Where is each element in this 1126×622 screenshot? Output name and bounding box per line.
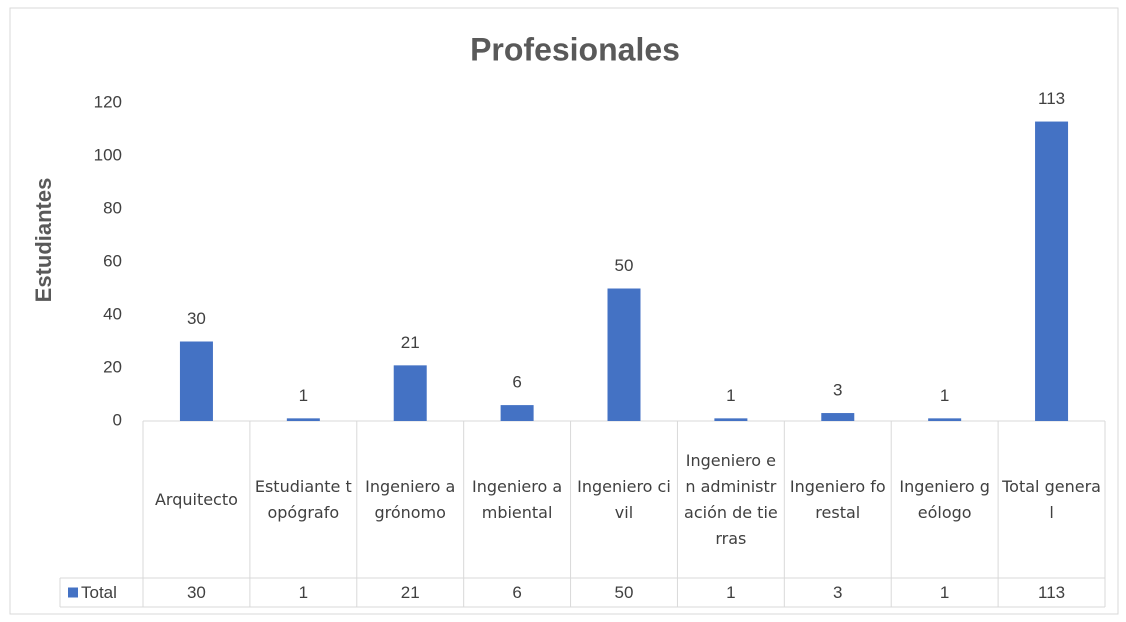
data-label: 30 xyxy=(187,309,206,328)
x-tick-label: Ingeniero en administración de tierras xyxy=(684,450,778,548)
legend-label: Total xyxy=(81,583,117,602)
data-label: 21 xyxy=(401,333,420,352)
bar xyxy=(607,288,641,421)
bar xyxy=(1035,121,1069,422)
category-cell: Ingeniero forestal xyxy=(789,476,886,522)
y-tick-label: 120 xyxy=(94,92,122,111)
bar xyxy=(393,365,427,421)
data-label: 1 xyxy=(726,386,735,405)
x-tick-label: Ingeniero geólogo xyxy=(899,476,990,522)
data-label: 1 xyxy=(299,386,308,405)
bar xyxy=(928,418,962,421)
table-value: 1 xyxy=(940,583,949,602)
category-cell: Ingeniero ambiental xyxy=(471,476,563,522)
x-tick-label: Arquitecto xyxy=(154,489,238,509)
category-cell: Ingeniero en administración de tierras xyxy=(684,450,778,548)
table-value: 21 xyxy=(401,583,420,602)
y-tick-label: 40 xyxy=(103,304,122,323)
x-tick-label: Ingeniero ambiental xyxy=(471,476,563,522)
bar xyxy=(714,418,748,421)
data-label: 6 xyxy=(512,373,521,392)
y-tick-label: 100 xyxy=(94,145,122,164)
table-value: 6 xyxy=(512,583,521,602)
x-tick-label: Estudiante topógrafo xyxy=(254,476,352,522)
data-label: 113 xyxy=(1038,89,1065,108)
category-cell: Ingeniero geólogo xyxy=(899,476,990,522)
bar xyxy=(179,341,213,421)
legend-key xyxy=(68,587,78,598)
data-label: 50 xyxy=(615,256,634,275)
table-value: 1 xyxy=(726,583,735,602)
bar xyxy=(500,405,534,421)
bar xyxy=(821,413,855,421)
y-tick-label: 0 xyxy=(113,410,122,429)
x-tick-label: Total general xyxy=(1002,476,1101,522)
bar xyxy=(286,418,320,421)
table-value: 30 xyxy=(187,583,206,602)
y-tick-label: 20 xyxy=(103,357,122,376)
table-value: 1 xyxy=(299,583,308,602)
table-value: 50 xyxy=(615,583,634,602)
x-tick-label: Ingeniero civil xyxy=(577,476,671,522)
table-value: 113 xyxy=(1038,583,1065,602)
y-tick-label: 80 xyxy=(103,198,122,217)
y-axis-label: Estudiantes xyxy=(31,178,56,303)
category-cell: Total general xyxy=(1002,476,1101,522)
chart-title: Profesionales xyxy=(470,31,680,67)
category-cell: Arquitecto xyxy=(154,489,238,509)
category-cell: Estudiante topógrafo xyxy=(254,476,352,522)
x-tick-label: Ingeniero forestal xyxy=(789,476,886,522)
category-cell: Ingeniero agrónomo xyxy=(365,476,456,522)
x-tick-label: Ingeniero agrónomo xyxy=(365,476,456,522)
data-label: 3 xyxy=(833,381,842,400)
y-tick-label: 60 xyxy=(103,251,122,270)
category-cell: Ingeniero civil xyxy=(577,476,671,522)
chart-area xyxy=(9,7,1119,615)
table-value: 3 xyxy=(833,583,842,602)
data-label: 1 xyxy=(940,386,949,405)
